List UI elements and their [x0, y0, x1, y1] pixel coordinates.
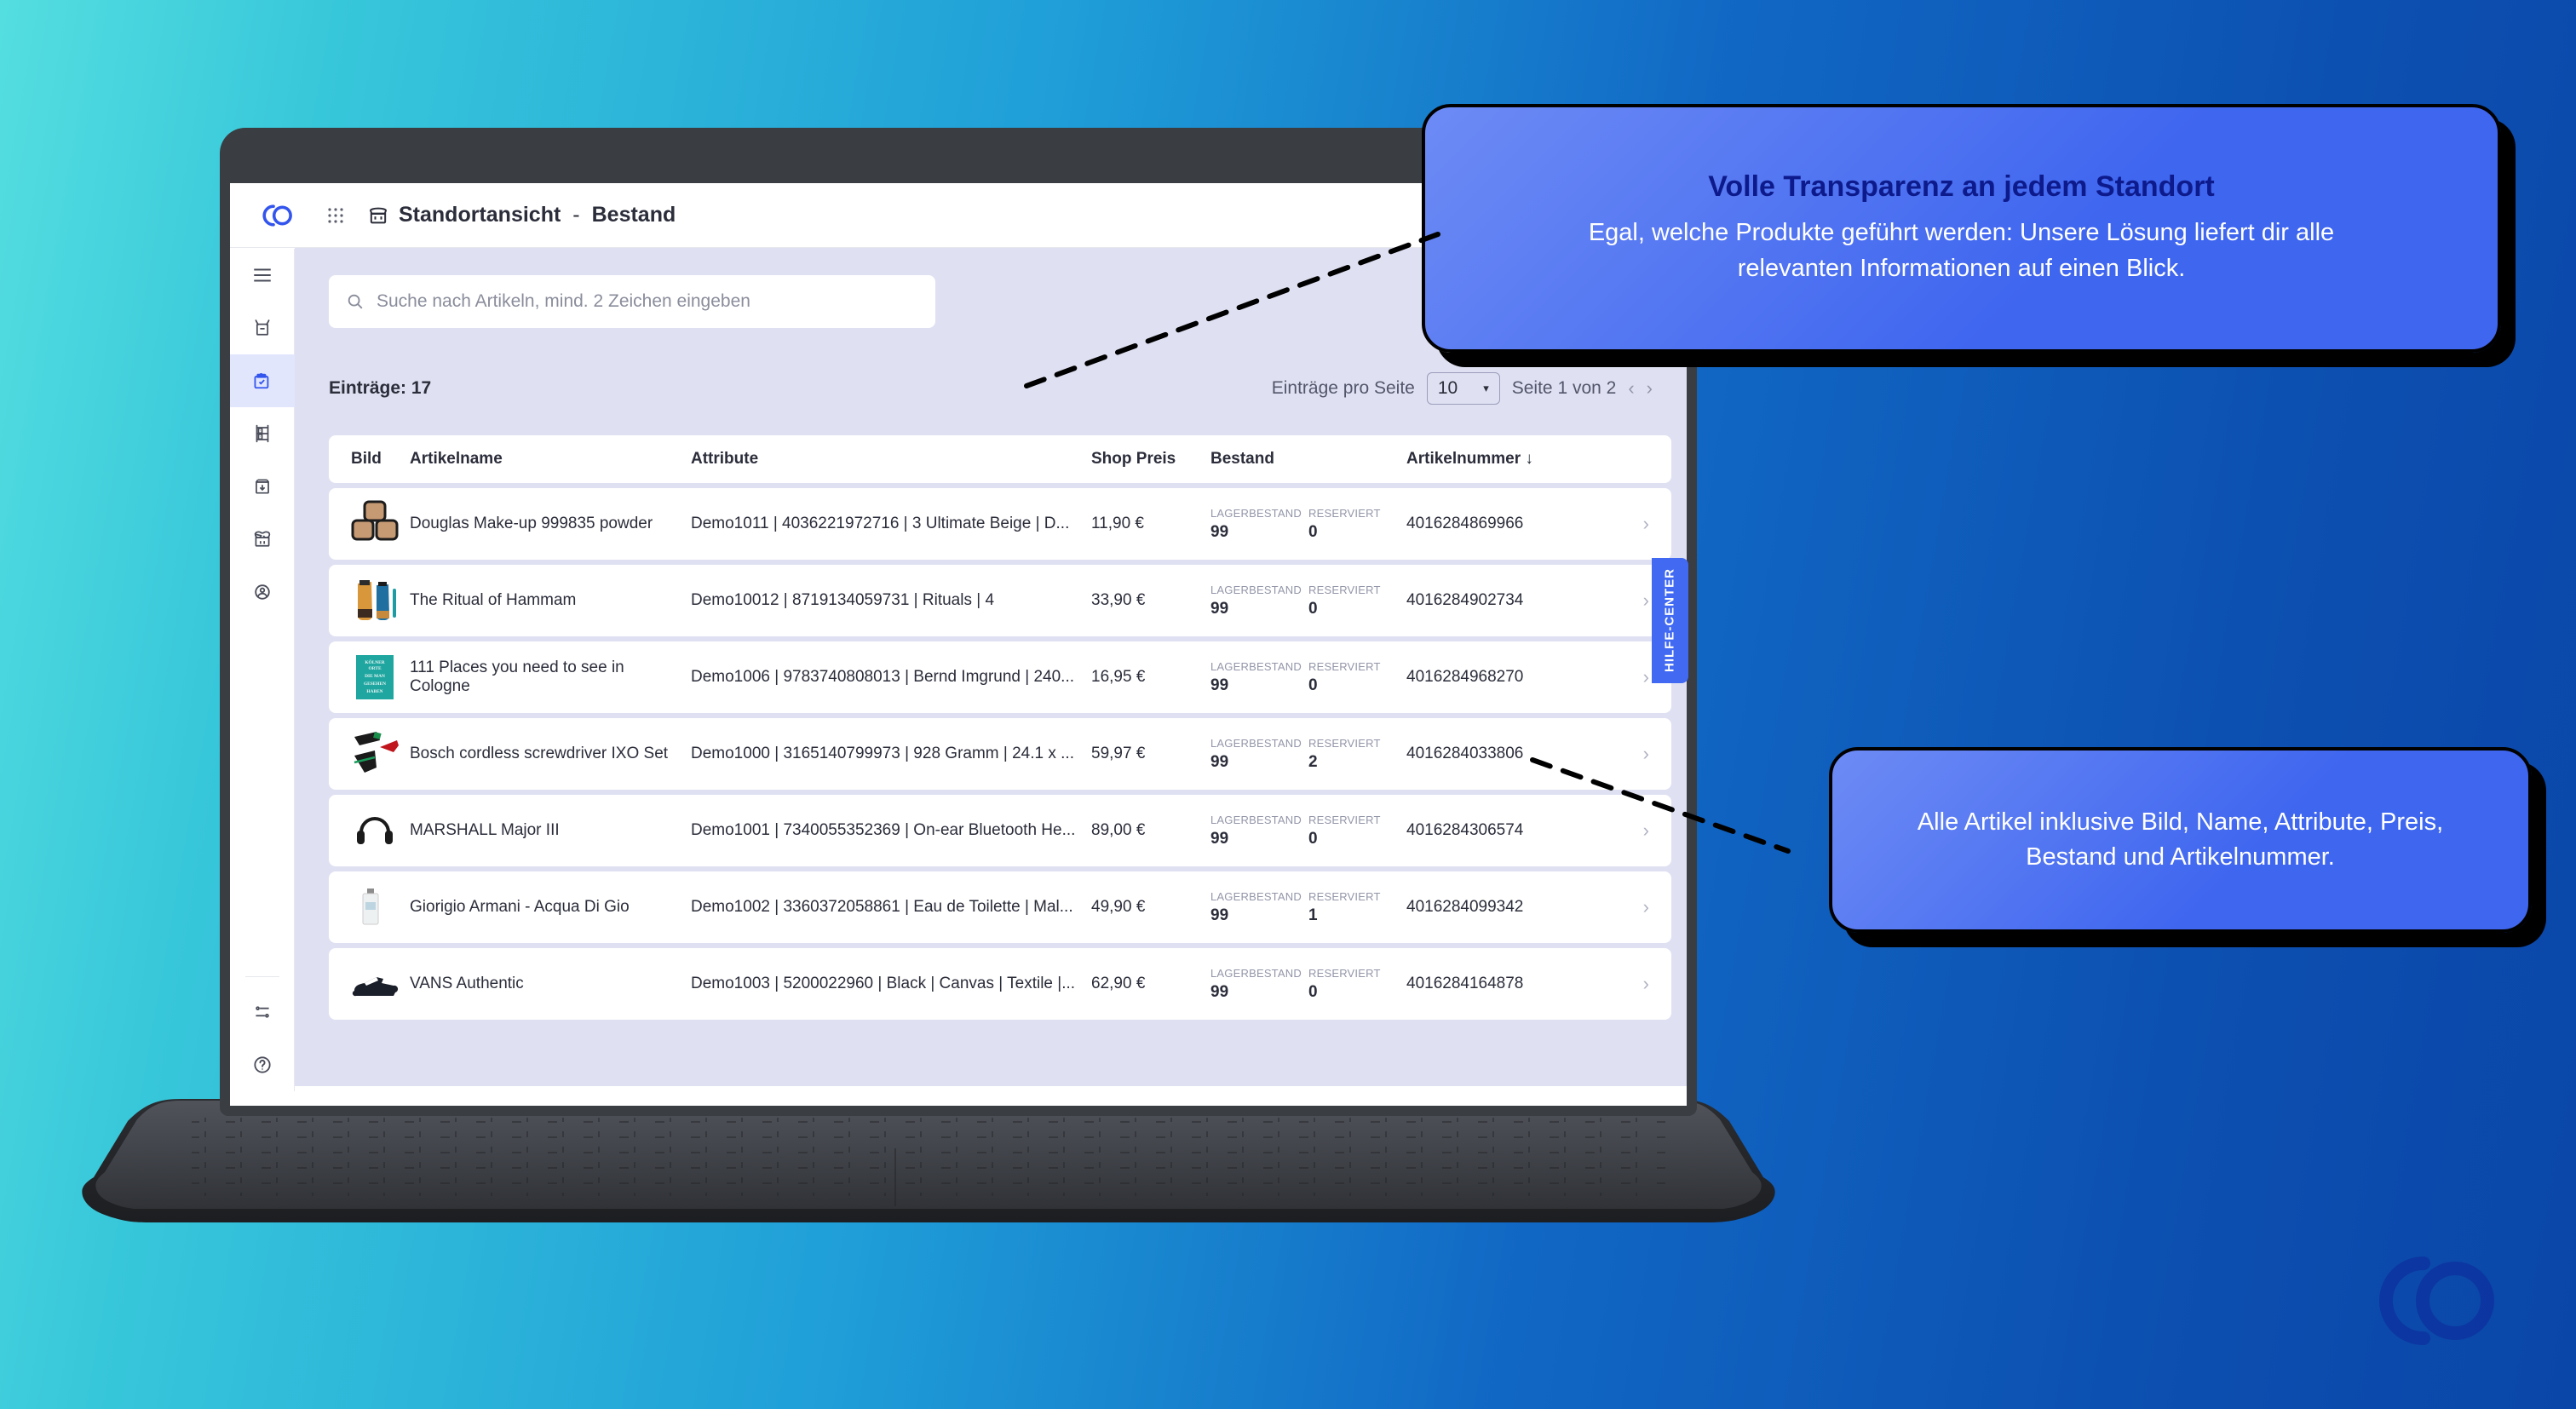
svg-text:ORTE: ORTE: [368, 666, 381, 671]
svg-text:GESEHEN: GESEHEN: [364, 681, 386, 687]
svg-text:KÖLNER: KÖLNER: [365, 659, 384, 665]
svg-text:HABEN: HABEN: [366, 689, 382, 694]
svg-text:DIE MAN: DIE MAN: [365, 674, 385, 679]
